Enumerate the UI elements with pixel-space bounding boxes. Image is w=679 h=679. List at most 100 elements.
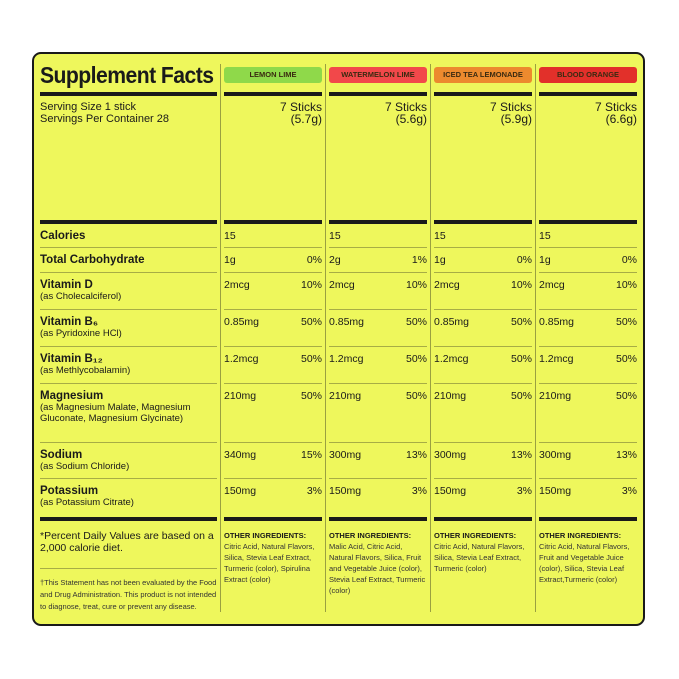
nutrient-value: 0.85mg 50% <box>224 310 322 347</box>
thick-rule <box>40 517 217 521</box>
daily-value-percent: 3% <box>516 485 532 497</box>
amount: 210mg <box>329 390 362 402</box>
amount: 2mcg <box>224 279 250 291</box>
daily-value-note: *Percent Daily Values are based on a 2,0… <box>40 530 217 569</box>
flavor-header: LEMON LIME <box>224 62 322 92</box>
amount: 15 <box>329 230 341 242</box>
daily-value-percent: 50% <box>615 390 637 402</box>
nutrient-label: Total Carbohydrate <box>40 248 217 273</box>
nutrient-source: (as Pyridoxine HCl) <box>40 328 122 339</box>
amount-row: 1.2mcg 50% <box>329 353 427 365</box>
nutrient-name: Vitamin D <box>40 279 93 291</box>
amount: 150mg <box>329 485 362 497</box>
amount: 15 <box>224 230 236 242</box>
flavor-serving: 7 Sticks (5.6g) <box>329 96 427 220</box>
nutrient-value: 2mcg 10% <box>329 273 427 310</box>
amount-row: 340mg 15% <box>224 449 322 461</box>
amount-row: 1g 0% <box>539 254 637 266</box>
daily-value-percent: 0% <box>306 254 322 266</box>
amount-row: 15 <box>224 230 322 242</box>
column-divider <box>220 64 221 612</box>
other-ingredients: OTHER INGREDIENTS: Malic Acid, Citric Aci… <box>329 521 427 613</box>
nutrient-value: 1.2mcg 50% <box>539 347 637 384</box>
amount: 2mcg <box>434 279 460 291</box>
nutrient-value: 0.85mg 50% <box>539 310 637 347</box>
amount: 1.2mcg <box>539 353 574 365</box>
amount: 150mg <box>434 485 467 497</box>
thick-rule <box>539 220 637 224</box>
nutrient-value: 150mg 3% <box>434 479 532 515</box>
nutrient-source: (as Cholecalciferol) <box>40 291 122 302</box>
thick-rule <box>329 517 427 521</box>
nutrient-label: Potassium (as Potassium Citrate) <box>40 479 217 515</box>
amount-row: 0.85mg 50% <box>434 316 532 328</box>
daily-value-percent: 10% <box>510 279 532 291</box>
nutrient-source: (as Sodium Chloride) <box>40 461 130 472</box>
nutrient-source: (as Magnesium Malate, Magnesium Gluconat… <box>40 402 191 424</box>
thick-rule <box>434 220 532 224</box>
amount: 1.2mcg <box>224 353 259 365</box>
flavor-header: BLOOD ORANGE <box>539 62 637 92</box>
flavor-serving: 7 Sticks (6.6g) <box>539 96 637 220</box>
amount: 0.85mg <box>539 316 575 328</box>
amount-row: 2mcg 10% <box>329 279 427 291</box>
amount-row: 150mg 3% <box>539 485 637 497</box>
amount-row: 300mg 13% <box>329 449 427 461</box>
flavor-badge: ICED TEA LEMONADE <box>434 67 532 83</box>
amount: 210mg <box>224 390 257 402</box>
thick-rule <box>224 517 322 521</box>
nutrient-name: Magnesium <box>40 390 104 402</box>
supplement-facts-panel <box>32 52 645 626</box>
amount-row: 1.2mcg 50% <box>539 353 637 365</box>
nutrient-value: 210mg 50% <box>224 384 322 443</box>
nutrient-value: 150mg 3% <box>539 479 637 515</box>
other-ingredients: OTHER INGREDIENTS: Citric Acid, Natural F… <box>539 521 637 613</box>
footnotes: *Percent Daily Values are based on a 2,0… <box>40 521 217 613</box>
nutrient-value: 300mg 13% <box>329 443 427 479</box>
other-ingredients: OTHER INGREDIENTS: Citric Acid, Natural F… <box>434 521 532 613</box>
daily-value-percent: 3% <box>411 485 427 497</box>
amount-row: 0.85mg 50% <box>224 316 322 328</box>
column-divider <box>325 64 326 612</box>
flavor-header: ICED TEA LEMONADE <box>434 62 532 92</box>
other-ingredients-text: Citric Acid, Natural Flavors, Silica, St… <box>224 542 315 584</box>
other-ingredients-text: Citric Acid, Natural Flavors, Silica, St… <box>434 542 525 573</box>
amount-row: 150mg 3% <box>329 485 427 497</box>
amount: 1g <box>434 254 446 266</box>
fda-disclaimer: †This Statement has not been evaluated b… <box>40 578 217 611</box>
flavor-badge: LEMON LIME <box>224 67 322 83</box>
daily-value-percent: 10% <box>405 279 427 291</box>
amount-row: 300mg 13% <box>539 449 637 461</box>
nutrient-value: 2g 1% <box>329 248 427 273</box>
other-ingredients-label: OTHER INGREDIENTS: <box>224 531 307 540</box>
amount: 1g <box>539 254 551 266</box>
amount: 210mg <box>539 390 572 402</box>
amount: 150mg <box>539 485 572 497</box>
flavor-serving: 7 Sticks (5.9g) <box>434 96 532 220</box>
nutrient-value: 150mg 3% <box>224 479 322 515</box>
nutrient-label: Vitamin D (as Cholecalciferol) <box>40 273 217 310</box>
amount-row: 0.85mg 50% <box>539 316 637 328</box>
amount-row: 1g 0% <box>224 254 322 266</box>
amount-row: 2g 1% <box>329 254 427 266</box>
amount: 340mg <box>224 449 257 461</box>
amount-row: 15 <box>434 230 532 242</box>
nutrient-value: 15 <box>539 224 637 248</box>
daily-value-percent: 15% <box>300 449 322 461</box>
thick-rule <box>434 517 532 521</box>
thick-rule <box>539 517 637 521</box>
amount: 300mg <box>434 449 467 461</box>
daily-value-percent: 1% <box>411 254 427 266</box>
sticks: 7 Sticks <box>594 100 637 114</box>
amount-row: 1.2mcg 50% <box>224 353 322 365</box>
thick-rule <box>40 220 217 224</box>
column-divider <box>535 64 536 612</box>
nutrient-value: 150mg 3% <box>329 479 427 515</box>
thick-rule <box>329 92 427 96</box>
serving-size: Serving Size 1 stick <box>40 101 136 113</box>
daily-value-percent: 13% <box>510 449 532 461</box>
sticks: 7 Sticks <box>279 100 322 114</box>
amount-row: 210mg 50% <box>434 390 532 402</box>
amount: 0.85mg <box>434 316 470 328</box>
daily-value-percent: 50% <box>615 353 637 365</box>
